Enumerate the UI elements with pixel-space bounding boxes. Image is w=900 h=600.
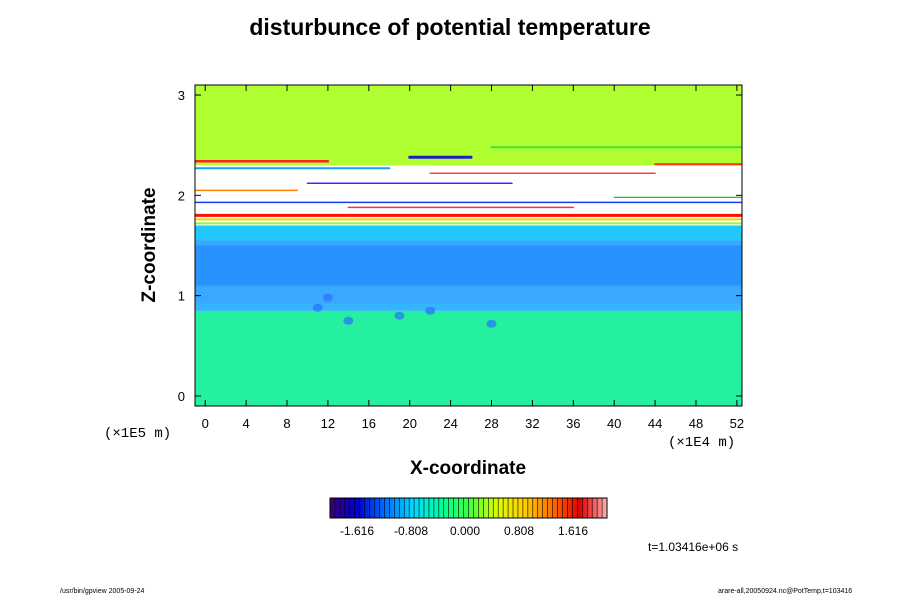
footer-command: /usr/bin/gpview 2005-09-24 (60, 588, 145, 595)
time-annotation: t=1.03416e+06 s (648, 540, 739, 554)
colorbar-tick-label: 0.000 (450, 524, 480, 538)
field-band-2 (195, 225, 742, 241)
field-plume (425, 306, 436, 315)
colorbar-tick-label: -1.616 (340, 524, 374, 538)
y-tick-label: 0 (178, 389, 185, 404)
x-axis-unit: (×1E4 m) (668, 435, 736, 451)
x-tick-label: 48 (689, 416, 703, 431)
y-tick-label: 2 (178, 188, 185, 203)
field-band-4 (195, 85, 742, 166)
field-plume (312, 303, 323, 312)
x-tick-label: 36 (566, 416, 580, 431)
x-tick-label: 16 (362, 416, 376, 431)
y-tick-label: 1 (178, 289, 185, 304)
x-tick-label: 8 (283, 416, 290, 431)
field-plume (322, 293, 333, 302)
x-axis-label: X-coordinate (409, 458, 527, 479)
colorbar-tick-label: 1.616 (558, 524, 588, 538)
plot-frame (194, 84, 743, 407)
y-axis-label: Z-coordinate (139, 187, 160, 303)
field-edge (195, 303, 742, 311)
x-tick-label: 28 (484, 416, 498, 431)
footer-source: arare-all,20050924.nc@PotTemp,t=103416 (718, 588, 853, 595)
x-tick-label: 44 (648, 416, 662, 431)
x-tick-label: 40 (607, 416, 621, 431)
y-axis: 0 1 2 3 (178, 88, 742, 404)
x-tick-label: 0 (202, 416, 209, 431)
colorbar-tick-label: -0.808 (394, 524, 428, 538)
x-tick-label: 20 (402, 416, 416, 431)
field-plume (394, 311, 405, 320)
chart-title: disturbunce of potential temperature (249, 14, 651, 40)
heatmap-features (195, 146, 742, 328)
x-tick-label: 32 (525, 416, 539, 431)
y-axis-unit: (×1E5 m) (104, 426, 172, 442)
x-tick-label: 52 (730, 416, 744, 431)
field-band-0 (195, 310, 742, 406)
x-tick-label: 24 (443, 416, 457, 431)
field-core (195, 245, 742, 286)
colorbar-tick-label: 0.808 (504, 524, 534, 538)
x-tick-label: 12 (321, 416, 335, 431)
field-plume (486, 319, 497, 328)
field-plume (343, 316, 354, 325)
x-tick-label: 4 (243, 416, 250, 431)
x-axis: 0 4 8 12 16 20 24 28 32 36 40 44 48 52 (202, 85, 744, 431)
y-tick-label: 3 (178, 88, 185, 103)
colorbar: -1.616 -0.808 0.000 0.808 1.616 (329, 497, 608, 538)
